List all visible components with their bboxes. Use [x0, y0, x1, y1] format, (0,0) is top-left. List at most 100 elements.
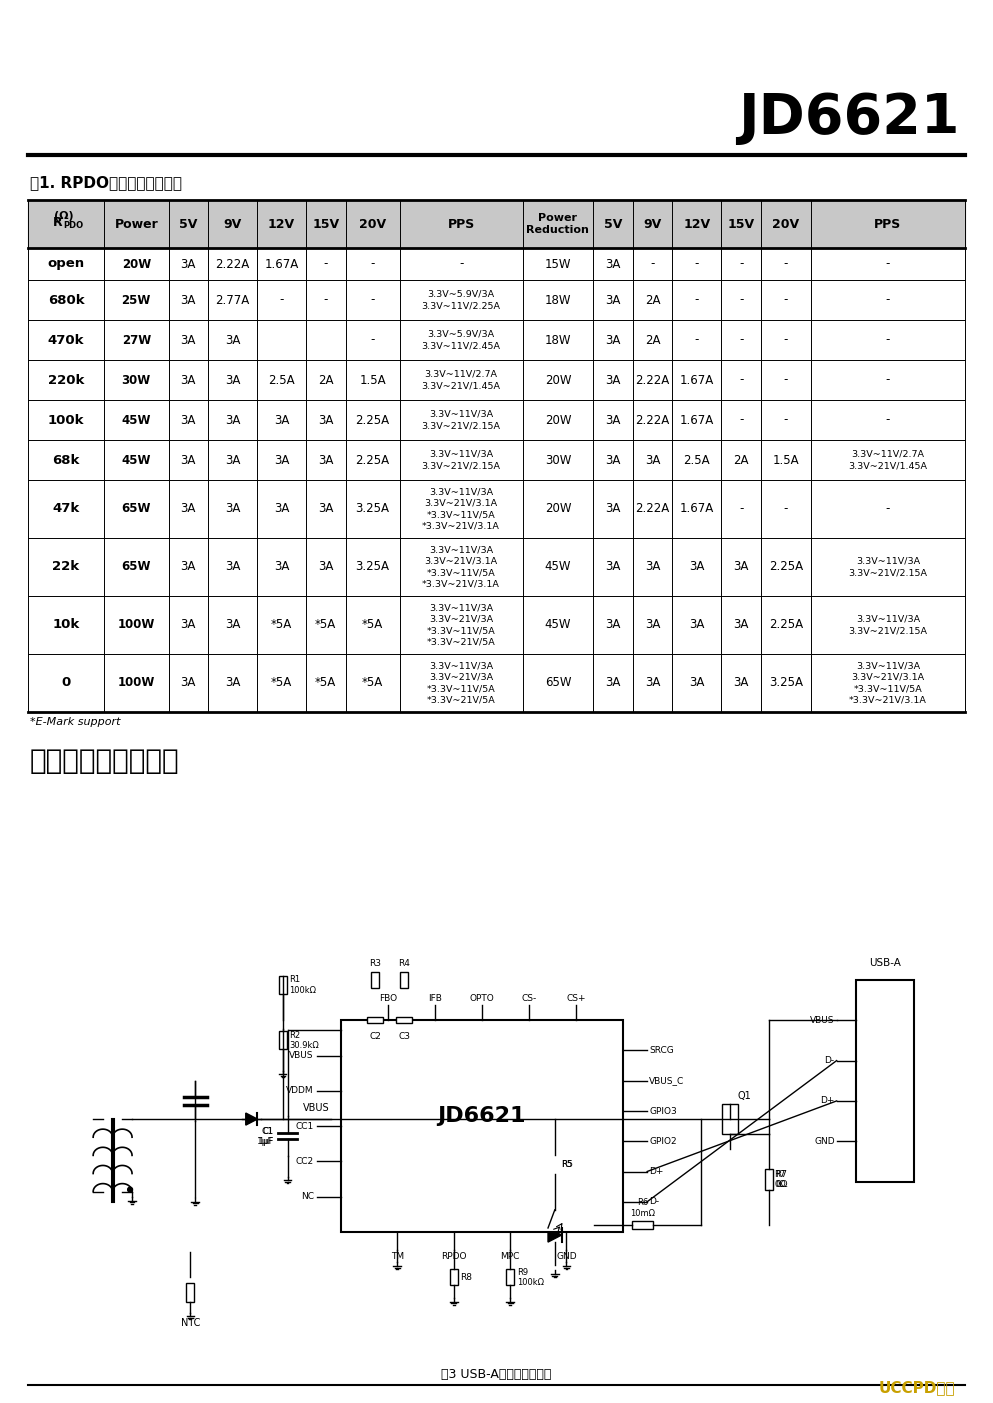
Text: -: - — [783, 373, 788, 386]
Text: JD6621: JD6621 — [438, 1106, 526, 1127]
Text: D-: D- — [649, 1197, 659, 1207]
Text: 25W: 25W — [121, 293, 151, 306]
Text: -: - — [783, 414, 788, 427]
Text: 3A: 3A — [224, 502, 240, 515]
Text: 3A: 3A — [606, 258, 621, 271]
Text: 2.25A: 2.25A — [769, 561, 803, 574]
Text: PPS: PPS — [448, 217, 475, 230]
Text: *5A: *5A — [315, 619, 337, 631]
Text: USB-A: USB-A — [869, 958, 902, 968]
Text: -: - — [324, 258, 328, 271]
Text: 3A: 3A — [645, 619, 660, 631]
Text: -: - — [886, 502, 890, 515]
Text: *5A: *5A — [362, 676, 383, 689]
Text: 45W: 45W — [121, 414, 151, 427]
Bar — [551, 1156, 559, 1173]
Text: 2A: 2A — [318, 373, 334, 386]
Text: 9V: 9V — [223, 217, 241, 230]
Text: 3A: 3A — [181, 561, 196, 574]
Text: 3A: 3A — [318, 561, 334, 574]
Text: 20V: 20V — [359, 217, 386, 230]
Text: -: - — [886, 258, 890, 271]
Text: 3.3V~11V/3A
3.3V~21V/2.15A: 3.3V~11V/3A 3.3V~21V/2.15A — [422, 450, 500, 470]
Text: 2.22A: 2.22A — [636, 373, 670, 386]
Text: R4: R4 — [398, 958, 410, 968]
Text: -: - — [886, 293, 890, 306]
Text: *5A: *5A — [315, 676, 337, 689]
Text: -: - — [370, 293, 374, 306]
Text: 3A: 3A — [181, 373, 196, 386]
Text: 3A: 3A — [606, 293, 621, 306]
Text: 3A: 3A — [734, 676, 749, 689]
Text: C2: C2 — [369, 1033, 381, 1041]
Text: GND: GND — [814, 1136, 835, 1146]
Text: 3.25A: 3.25A — [355, 502, 389, 515]
Text: 2A: 2A — [644, 334, 660, 347]
Text: 100W: 100W — [117, 676, 155, 689]
Text: MPC: MPC — [500, 1251, 519, 1261]
Text: 3A: 3A — [689, 619, 705, 631]
Text: 12V: 12V — [683, 217, 710, 230]
Text: -: - — [739, 258, 744, 271]
Text: 3A: 3A — [606, 453, 621, 467]
Text: 2A: 2A — [734, 453, 749, 467]
Text: 20W: 20W — [122, 258, 151, 271]
Text: 3A: 3A — [181, 453, 196, 467]
Text: 2.25A: 2.25A — [355, 453, 389, 467]
Text: 30W: 30W — [545, 453, 571, 467]
Text: 45W: 45W — [545, 561, 571, 574]
Bar — [191, 1080, 200, 1121]
Text: R6
10mΩ: R6 10mΩ — [630, 1198, 654, 1218]
Text: 30W: 30W — [122, 373, 151, 386]
Text: 1.5A: 1.5A — [773, 453, 799, 467]
Text: 3A: 3A — [606, 561, 621, 574]
Text: R8: R8 — [461, 1273, 473, 1282]
Text: IFB: IFB — [428, 995, 442, 1003]
Bar — [371, 972, 379, 988]
Bar — [279, 1031, 287, 1049]
Text: GPIO2: GPIO2 — [649, 1136, 676, 1146]
Text: 图3 USB-A连接器应用电路: 图3 USB-A连接器应用电路 — [441, 1368, 552, 1381]
Text: 3.3V~11V/3A
3.3V~21V/2.15A: 3.3V~11V/3A 3.3V~21V/2.15A — [848, 557, 927, 577]
Text: 3A: 3A — [606, 373, 621, 386]
Text: 15V: 15V — [728, 217, 755, 230]
Text: 45W: 45W — [121, 453, 151, 467]
Bar — [367, 1017, 382, 1023]
Text: D+: D+ — [649, 1167, 663, 1176]
Bar — [396, 1017, 412, 1023]
Text: 3A: 3A — [224, 373, 240, 386]
Text: 5V: 5V — [179, 217, 198, 230]
Text: 2A: 2A — [644, 293, 660, 306]
Text: 12V: 12V — [268, 217, 295, 230]
Text: 1.67A: 1.67A — [680, 414, 714, 427]
Text: 3A: 3A — [606, 334, 621, 347]
Bar — [279, 976, 287, 993]
Bar — [765, 1170, 773, 1190]
Text: 3.3V~11V/3A
3.3V~21V/3A
*3.3V~11V/5A
*3.3V~21V/5A: 3.3V~11V/3A 3.3V~21V/3A *3.3V~11V/5A *3.… — [427, 661, 496, 704]
Text: 3A: 3A — [181, 502, 196, 515]
Text: 3A: 3A — [224, 619, 240, 631]
Text: 3A: 3A — [318, 502, 334, 515]
Text: 3A: 3A — [224, 676, 240, 689]
Text: VDDM: VDDM — [286, 1086, 314, 1096]
Text: GPIO3: GPIO3 — [649, 1107, 677, 1115]
Text: D-: D- — [824, 1056, 835, 1065]
Text: 3.3V~11V/3A
3.3V~21V/2.15A: 3.3V~11V/3A 3.3V~21V/2.15A — [848, 615, 927, 636]
Text: 20W: 20W — [545, 373, 571, 386]
Text: 3A: 3A — [274, 502, 289, 515]
Text: open: open — [48, 258, 84, 271]
Text: 3.3V~11V/3A
3.3V~21V/3A
*3.3V~11V/5A
*3.3V~21V/5A: 3.3V~11V/3A 3.3V~21V/3A *3.3V~11V/5A *3.… — [427, 603, 496, 647]
Text: 2.77A: 2.77A — [215, 293, 249, 306]
Bar — [506, 1270, 514, 1285]
Text: 2.25A: 2.25A — [769, 619, 803, 631]
Text: -: - — [370, 334, 374, 347]
Text: -: - — [739, 334, 744, 347]
Text: SRCG: SRCG — [649, 1047, 674, 1055]
Text: Power: Power — [114, 217, 158, 230]
Text: 3A: 3A — [181, 676, 196, 689]
Text: *5A: *5A — [271, 676, 292, 689]
Text: 1.67A: 1.67A — [680, 502, 714, 515]
Text: VBUS: VBUS — [289, 1051, 314, 1061]
Text: 3A: 3A — [606, 676, 621, 689]
Text: 3.3V~11V/3A
3.3V~21V/3.1A
*3.3V~11V/5A
*3.3V~21V/3.1A: 3.3V~11V/3A 3.3V~21V/3.1A *3.3V~11V/5A *… — [422, 487, 500, 530]
